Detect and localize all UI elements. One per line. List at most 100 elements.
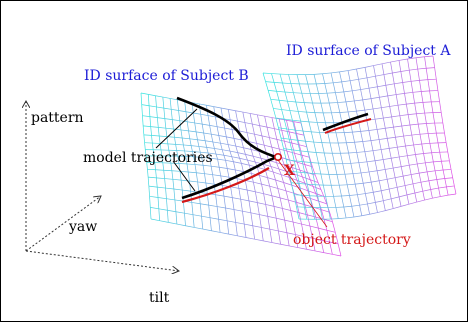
mesh-line [300, 120, 309, 123]
mesh-line [382, 117, 386, 129]
yaw-axis [25, 196, 101, 252]
mesh-line [400, 71, 404, 83]
mesh-line [285, 190, 295, 194]
mesh-line [205, 140, 213, 143]
mesh-line [237, 121, 240, 132]
mesh-line [171, 108, 179, 111]
mesh-line [303, 236, 313, 239]
mesh-line [281, 109, 290, 111]
mesh-line [439, 101, 442, 113]
mesh-line [312, 238, 316, 252]
mesh-line [377, 169, 386, 172]
mesh-line [209, 158, 212, 167]
mesh-line [190, 145, 193, 152]
mesh-line [278, 230, 281, 245]
mesh-line [245, 154, 248, 161]
mesh-line [421, 143, 424, 154]
mesh-line [320, 103, 324, 113]
mesh-line [432, 196, 441, 199]
mesh-line [328, 174, 332, 186]
mesh-line [430, 189, 433, 199]
mesh-line [343, 205, 352, 208]
mesh-line [280, 174, 284, 183]
mesh-line [315, 250, 324, 253]
mesh-line [247, 159, 256, 163]
mesh-line [441, 161, 444, 171]
mesh-line [450, 169, 454, 178]
mesh-line [273, 82, 283, 84]
mesh-line [410, 174, 414, 184]
mesh-line [166, 198, 175, 201]
mesh-line [343, 206, 347, 219]
mesh-line [295, 101, 299, 112]
mesh-line [270, 166, 279, 170]
mesh-line [269, 228, 279, 232]
mesh-line [354, 142, 358, 153]
mesh-line [365, 193, 368, 204]
mesh-line [372, 150, 376, 161]
mesh-line [170, 109, 173, 120]
mesh-line [245, 237, 255, 240]
mesh-line [205, 182, 215, 185]
mesh-line [327, 207, 331, 220]
mesh-line [290, 83, 294, 93]
mesh-line [186, 163, 196, 165]
mesh-line [215, 194, 218, 207]
mesh-line [141, 104, 150, 107]
mesh-line [157, 197, 160, 209]
mesh-line [401, 125, 404, 137]
mesh-line [304, 172, 313, 174]
mesh-line [184, 101, 187, 112]
mesh-line [417, 124, 421, 135]
mesh-line [147, 169, 149, 178]
mesh-line [279, 73, 283, 84]
mesh-line [227, 220, 236, 223]
mesh-line [391, 116, 394, 128]
mesh-line [350, 162, 359, 164]
mesh-line [204, 173, 207, 184]
mesh-line [194, 164, 197, 173]
mesh-line [243, 147, 246, 155]
mesh-line [415, 153, 424, 155]
mesh-line [294, 129, 298, 141]
mesh-line [440, 112, 444, 123]
mesh-line [357, 194, 360, 206]
mesh-line [179, 170, 189, 173]
mesh-line [296, 133, 300, 145]
mesh-line [278, 168, 282, 175]
mesh-line [271, 73, 275, 83]
mesh-line [259, 214, 268, 217]
mesh-line [157, 117, 165, 119]
mesh-line [427, 170, 436, 173]
mesh-line [242, 211, 245, 225]
mesh-line [220, 142, 229, 145]
mesh-line [296, 180, 301, 188]
mesh-line [325, 196, 329, 208]
mesh-line [435, 169, 444, 172]
mesh-line [314, 175, 319, 183]
mesh-line [403, 134, 412, 137]
mesh-line [296, 74, 300, 84]
mesh-line [291, 149, 295, 161]
mesh-line [197, 181, 206, 184]
mesh-line [275, 218, 279, 232]
mesh-line [198, 146, 207, 148]
mesh-line [255, 191, 258, 203]
mesh-line [312, 173, 316, 185]
mesh-line [235, 110, 238, 122]
mesh-line [310, 162, 319, 164]
mesh-line [217, 126, 225, 129]
mesh-line [156, 106, 164, 109]
mesh-line [259, 125, 263, 136]
mesh-line [375, 74, 384, 77]
mesh-line [323, 196, 328, 204]
mesh-line [220, 143, 223, 150]
mesh-line [165, 128, 168, 137]
mesh-line [192, 214, 195, 228]
mesh-line [142, 125, 145, 135]
mesh-line [235, 222, 238, 236]
mesh-line [190, 191, 193, 203]
mesh-line [192, 151, 201, 153]
mesh-line [333, 81, 342, 84]
mesh-line [226, 168, 230, 178]
